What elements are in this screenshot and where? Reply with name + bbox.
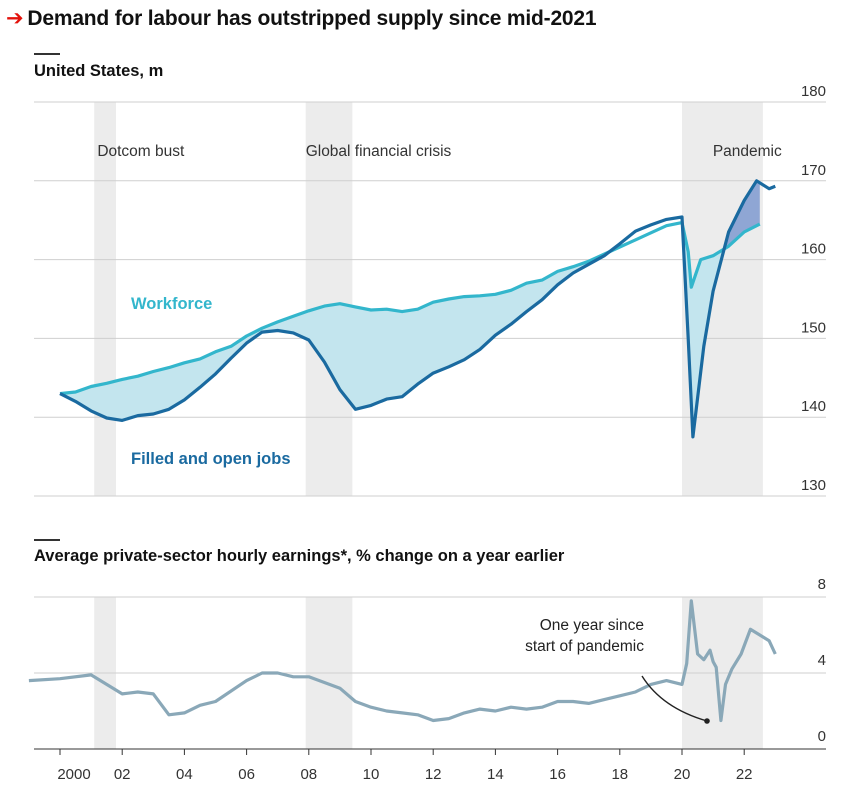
callout-text-line2: start of pandemic — [525, 638, 644, 655]
chart-title: ➔ Demand for labour has outstripped suppl… — [6, 6, 597, 31]
y-tick-label: 8 — [818, 576, 826, 593]
x-tick-label: 2000 — [57, 766, 90, 783]
panel1-title: United States, m — [34, 62, 164, 80]
surplus-area — [60, 180, 760, 437]
x-tick-label: 02 — [114, 766, 131, 783]
x-tick-label: 14 — [487, 766, 504, 783]
y-tick-label: 180 — [801, 83, 826, 100]
workforce-line — [59, 221, 761, 396]
y-tick-label: 0 — [818, 728, 826, 745]
series-label-filled-jobs: Filled and open jobs — [131, 450, 291, 468]
y-tick-label: 4 — [818, 652, 826, 669]
band-annotation: Global financial crisis — [306, 143, 452, 160]
x-tick-label: 20 — [674, 766, 691, 783]
panel2-title: Average private-sector hourly earnings*,… — [34, 547, 565, 565]
y-tick-label: 150 — [801, 319, 826, 336]
earnings-line — [28, 599, 777, 723]
mid-rule — [34, 539, 60, 541]
x-tick-label: 04 — [176, 766, 193, 783]
top-rule — [34, 53, 60, 55]
y-tick-label: 140 — [801, 398, 826, 415]
series-label-workforce: Workforce — [131, 295, 212, 313]
y-tick-label: 130 — [801, 477, 826, 494]
band-annotation: Pandemic — [713, 143, 782, 160]
y-tick-label: 160 — [801, 241, 826, 258]
callout-dot — [704, 718, 710, 724]
x-tick-label: 10 — [363, 766, 380, 783]
x-tick-label: 12 — [425, 766, 442, 783]
arrow-icon: ➔ — [6, 7, 24, 30]
x-tick-label: 08 — [300, 766, 317, 783]
recession-band-top — [305, 102, 353, 496]
x-tick-label: 22 — [736, 766, 753, 783]
recession-band-top — [94, 102, 116, 496]
x-tick-label: 16 — [549, 766, 566, 783]
y-tick-label: 170 — [801, 162, 826, 179]
chart-title-text: Demand for labour has outstripped supply… — [27, 7, 597, 30]
band-annotation: Dotcom bust — [97, 143, 185, 160]
callout-leader — [641, 675, 708, 722]
x-tick-label: 06 — [238, 766, 255, 783]
callout-text-line1: One year since — [540, 617, 644, 634]
x-tick-label: 18 — [611, 766, 628, 783]
filled-jobs-line — [59, 179, 776, 439]
